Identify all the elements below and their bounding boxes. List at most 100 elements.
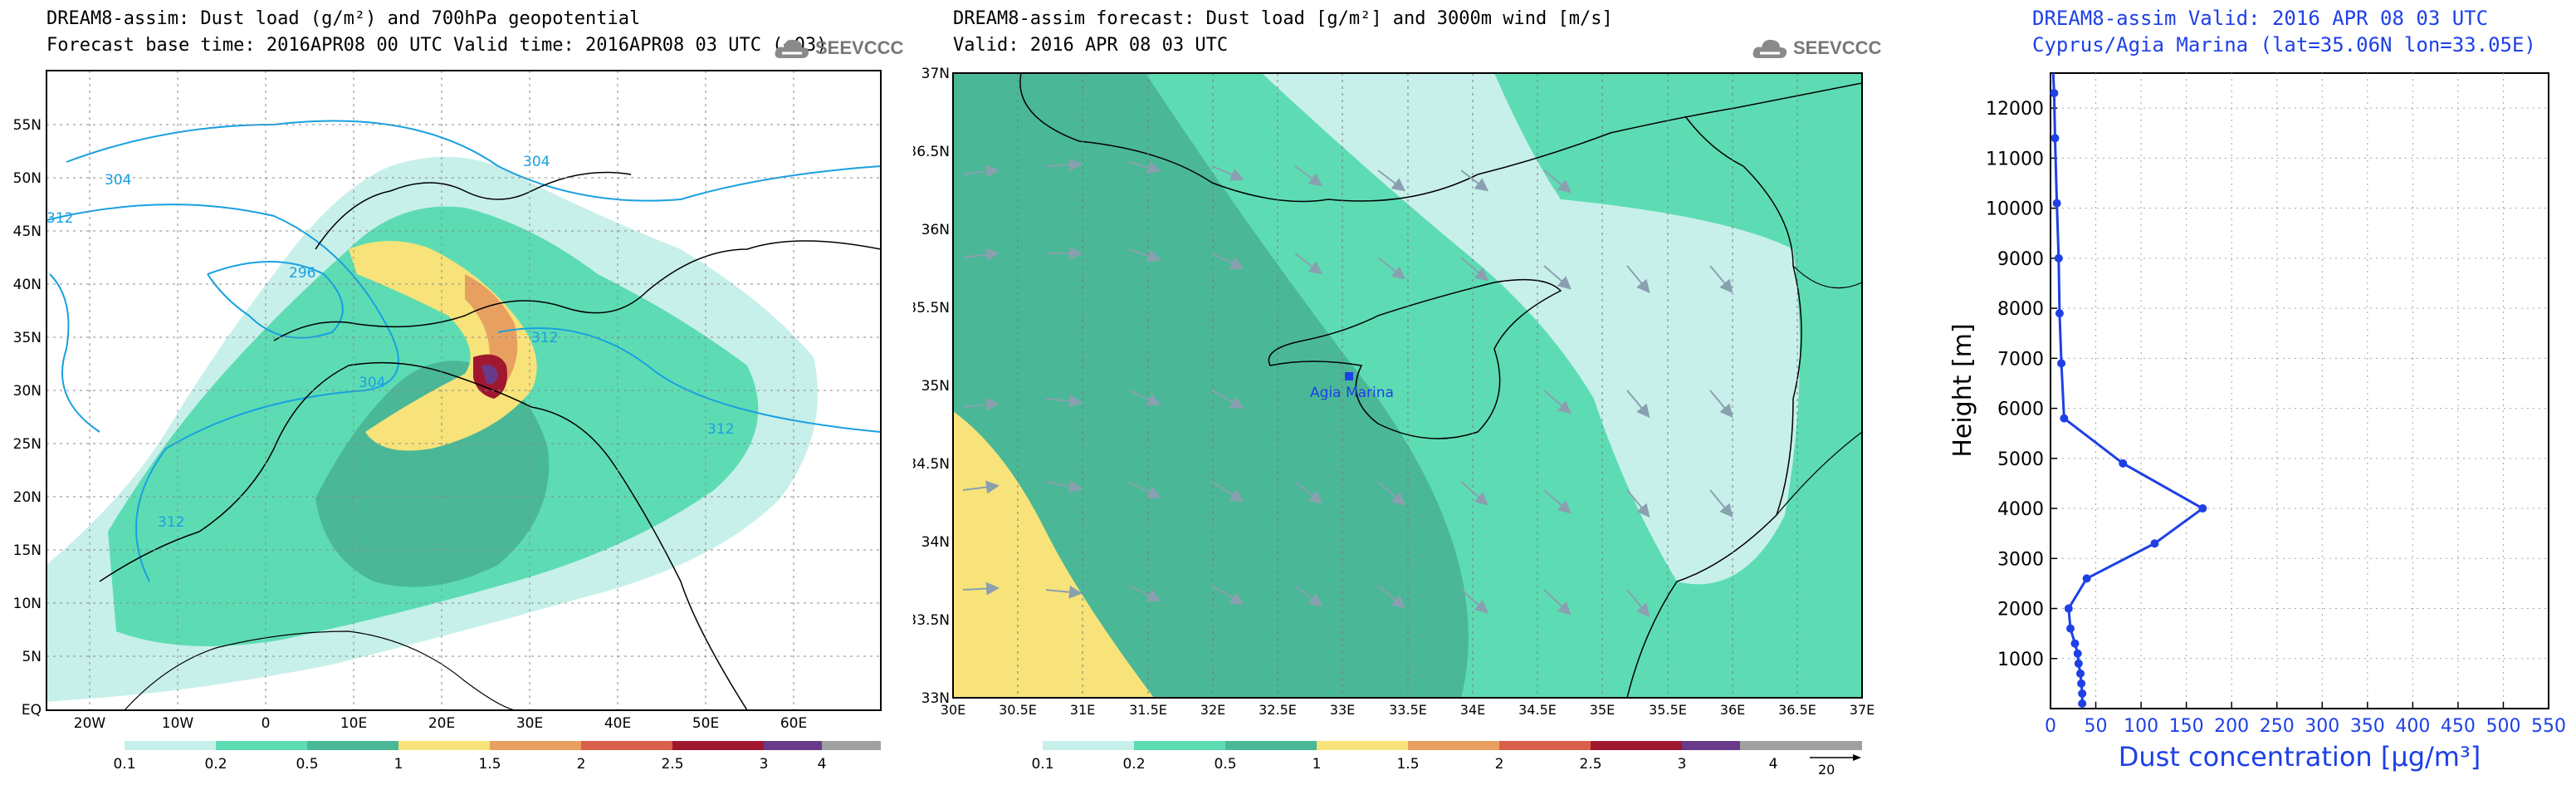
- lon-label: 50E: [692, 715, 719, 732]
- lon-label: 10W: [162, 715, 194, 732]
- lon-label: 34.5E: [1518, 702, 1557, 718]
- y-tick-label: 5000: [1997, 449, 2044, 470]
- contour-label: 312: [531, 330, 558, 346]
- panel3-title-line2: Cyprus/Agia Marina (lat=35.06N lon=33.05…: [2032, 33, 2536, 56]
- x-tick-label: 450: [2441, 716, 2476, 737]
- profile-point: [2054, 253, 2063, 262]
- y-tick-label: 12000: [1986, 99, 2044, 120]
- lon-label: 35.5E: [1649, 702, 1687, 718]
- colorbar-label: 1: [1312, 756, 1322, 773]
- lat-label: 5N: [22, 649, 42, 665]
- coastline: [1776, 431, 1862, 516]
- x-tick-label: 100: [2124, 716, 2158, 737]
- dust-field-yellow: [953, 411, 1154, 698]
- coastline: [1626, 115, 1802, 698]
- colorbar-label: 0.5: [1214, 756, 1236, 773]
- lon-label: 40E: [604, 715, 631, 732]
- lon-label: 10E: [340, 715, 367, 732]
- cloud-icon: [1752, 39, 1787, 58]
- lat-label: 25N: [13, 436, 42, 453]
- panel1-map: 304 312 296 304 312 312 304 312 55N 50N …: [13, 70, 882, 773]
- lat-label: 55N: [13, 117, 42, 134]
- colorbar-label: 2.5: [1579, 756, 1601, 773]
- colorbar-label: 4: [1769, 756, 1778, 773]
- x-tick-label: 500: [2486, 716, 2520, 737]
- lat-label: 34.5N: [913, 456, 950, 473]
- lon-label: 30E: [516, 715, 543, 732]
- lat-label: 35.5N: [913, 300, 950, 316]
- panel2-grid: [1017, 73, 1798, 698]
- lon-label: 31E: [1070, 702, 1095, 718]
- coastline: [99, 361, 748, 710]
- colorbar-label: 3: [1678, 756, 1687, 773]
- lat-label: 33.5N: [913, 612, 950, 629]
- y-tick-label: 3000: [1997, 549, 2044, 570]
- x-tick-label: 350: [2350, 716, 2385, 737]
- profile-point: [2051, 134, 2060, 143]
- profile-point: [2066, 624, 2075, 633]
- x-tick-label: 550: [2531, 716, 2566, 737]
- contour-line: [66, 120, 881, 202]
- colorbar-label: 2: [1495, 756, 1504, 773]
- lon-label: 20E: [428, 715, 455, 732]
- contour-line: [46, 204, 399, 582]
- y-tick-label: 6000: [1997, 400, 2044, 420]
- contour-line: [49, 273, 100, 433]
- lat-label: EQ: [22, 702, 42, 719]
- contour-line: [207, 261, 344, 339]
- panel1-title-line2: Forecast base time: 2016APR08 00 UTC Val…: [46, 35, 828, 56]
- colorbar-label: 0.1: [1031, 756, 1053, 773]
- vector-ref-arrowhead: [1853, 754, 1861, 761]
- coastline: [1268, 278, 1562, 439]
- profile-point: [2150, 539, 2159, 548]
- profile-point: [2074, 659, 2083, 668]
- profile-point: [2078, 689, 2087, 698]
- panel2-title-line1: DREAM8-assim forecast: Dust load [g/m²] …: [953, 8, 1613, 29]
- lat-label: 50N: [13, 170, 42, 187]
- coastline: [273, 240, 881, 341]
- contour-label: 304: [105, 172, 131, 189]
- profile-point: [2198, 504, 2207, 513]
- colorbar-label: 4: [818, 756, 827, 773]
- contour-label: 304: [523, 154, 550, 170]
- profile-point: [2078, 699, 2087, 708]
- coastline: [124, 630, 516, 710]
- x-tick-label: 150: [2169, 716, 2204, 737]
- lon-label: 32E: [1200, 702, 1225, 718]
- lon-label: 30E: [941, 702, 965, 718]
- dust-field-purple: [481, 365, 498, 385]
- dust-field-dark: [953, 73, 1469, 698]
- lat-label: 20N: [13, 489, 42, 506]
- vector-ref-label: 20: [1818, 762, 1835, 778]
- y-tick-label: 8000: [1997, 299, 2044, 320]
- panel3-title-line1: DREAM8-assim Valid: 2016 APR 08 03 UTC: [2032, 7, 2489, 30]
- colorbar-label: 0.5: [296, 756, 318, 773]
- lon-label: 33E: [1330, 702, 1355, 718]
- profile-grid: [2051, 73, 2549, 709]
- wind-vectors: [962, 158, 1733, 618]
- contour-label: 312: [46, 210, 73, 227]
- profile-point: [2082, 574, 2091, 583]
- lon-label: 30.5E: [999, 702, 1037, 718]
- lat-label: 37N: [921, 66, 950, 82]
- colorbar-label: 1.5: [478, 756, 501, 773]
- profile-point: [2064, 604, 2073, 613]
- y-tick-label: 10000: [1986, 199, 2044, 220]
- lon-label: 60E: [780, 715, 807, 732]
- lon-label: 36.5E: [1778, 702, 1816, 718]
- colorbar-label: 0.2: [204, 756, 227, 773]
- lon-label: 37E: [1850, 702, 1875, 718]
- profile-point: [2077, 679, 2086, 688]
- panel-global-dust-map: DREAM8-assim: Dust load (g/m²) and 700hP…: [0, 0, 904, 785]
- lat-label: 35N: [921, 378, 950, 395]
- profile-point: [2057, 359, 2066, 368]
- contour-label: 304: [359, 375, 385, 391]
- lat-label: 30N: [13, 383, 42, 400]
- lon-label: 36E: [1720, 702, 1745, 718]
- colorbar-label: 0.1: [113, 756, 135, 773]
- cloud-icon: [775, 39, 809, 58]
- lon-label: 20W: [74, 715, 106, 732]
- y-tick-label: 4000: [1997, 499, 2044, 520]
- lon-label: 33.5E: [1389, 702, 1427, 718]
- colorbar-label: 0.2: [1122, 756, 1145, 773]
